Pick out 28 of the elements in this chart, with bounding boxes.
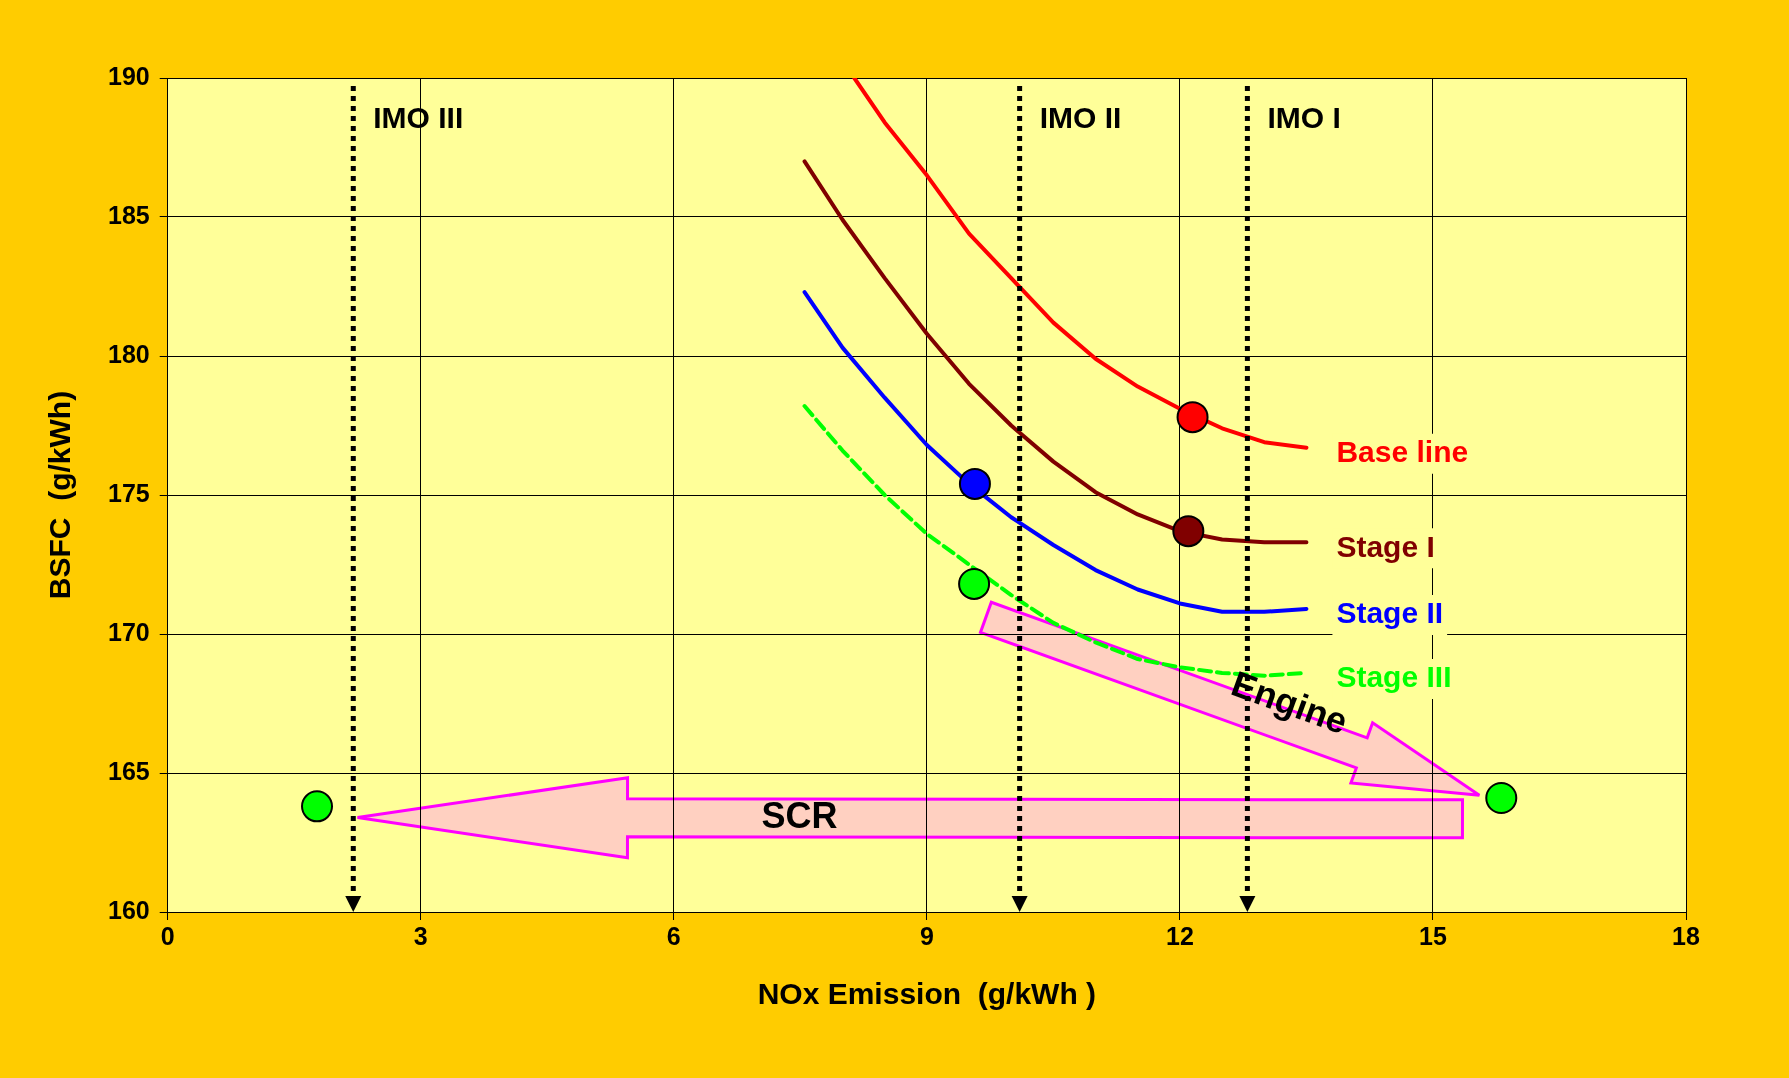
point	[1485, 782, 1518, 815]
y-tick-label: 165	[107, 756, 150, 785]
y-tick-label: 170	[107, 617, 150, 646]
ref-line-label: IMO II	[1039, 101, 1122, 135]
x-tick-label: 9	[919, 921, 934, 950]
x-tick-label: 3	[413, 921, 428, 950]
series-label: Base line	[1336, 435, 1469, 469]
series-label: Stage II	[1336, 596, 1444, 630]
series-label: Stage I	[1336, 529, 1435, 563]
x-tick-label: 0	[160, 921, 175, 950]
y-tick-label: 185	[107, 200, 150, 229]
y-tick-label: 190	[107, 61, 150, 90]
x-tick-label: 6	[666, 921, 681, 950]
point	[958, 567, 991, 600]
y-tick-label: 180	[107, 339, 150, 368]
annotation: SCR	[761, 794, 838, 836]
point	[1176, 401, 1209, 434]
ref-line-label: IMO I	[1267, 101, 1341, 135]
y-tick-label: 175	[107, 478, 150, 507]
y-axis-title: BSFC (g/kWh)	[43, 390, 77, 600]
x-tick-label: 12	[1166, 921, 1194, 950]
y-tick-label: 160	[107, 895, 150, 924]
point	[1172, 515, 1205, 548]
x-axis-title: NOx Emission (g/kWh )	[757, 977, 1097, 1011]
x-tick-label: 15	[1419, 921, 1447, 950]
x-tick-label: 18	[1672, 921, 1700, 950]
point	[301, 790, 334, 823]
point	[958, 467, 991, 500]
